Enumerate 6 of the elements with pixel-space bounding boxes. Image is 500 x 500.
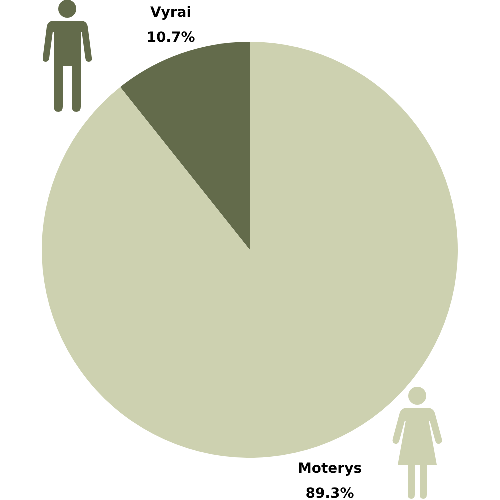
pie-slice [42, 42, 458, 458]
data-label: 10.7% [146, 30, 196, 46]
slice-label: Vyrai [150, 5, 192, 21]
pie-slice [120, 42, 250, 250]
slice-label: Moterys [298, 461, 362, 477]
data-label: 89.3% [306, 486, 354, 500]
